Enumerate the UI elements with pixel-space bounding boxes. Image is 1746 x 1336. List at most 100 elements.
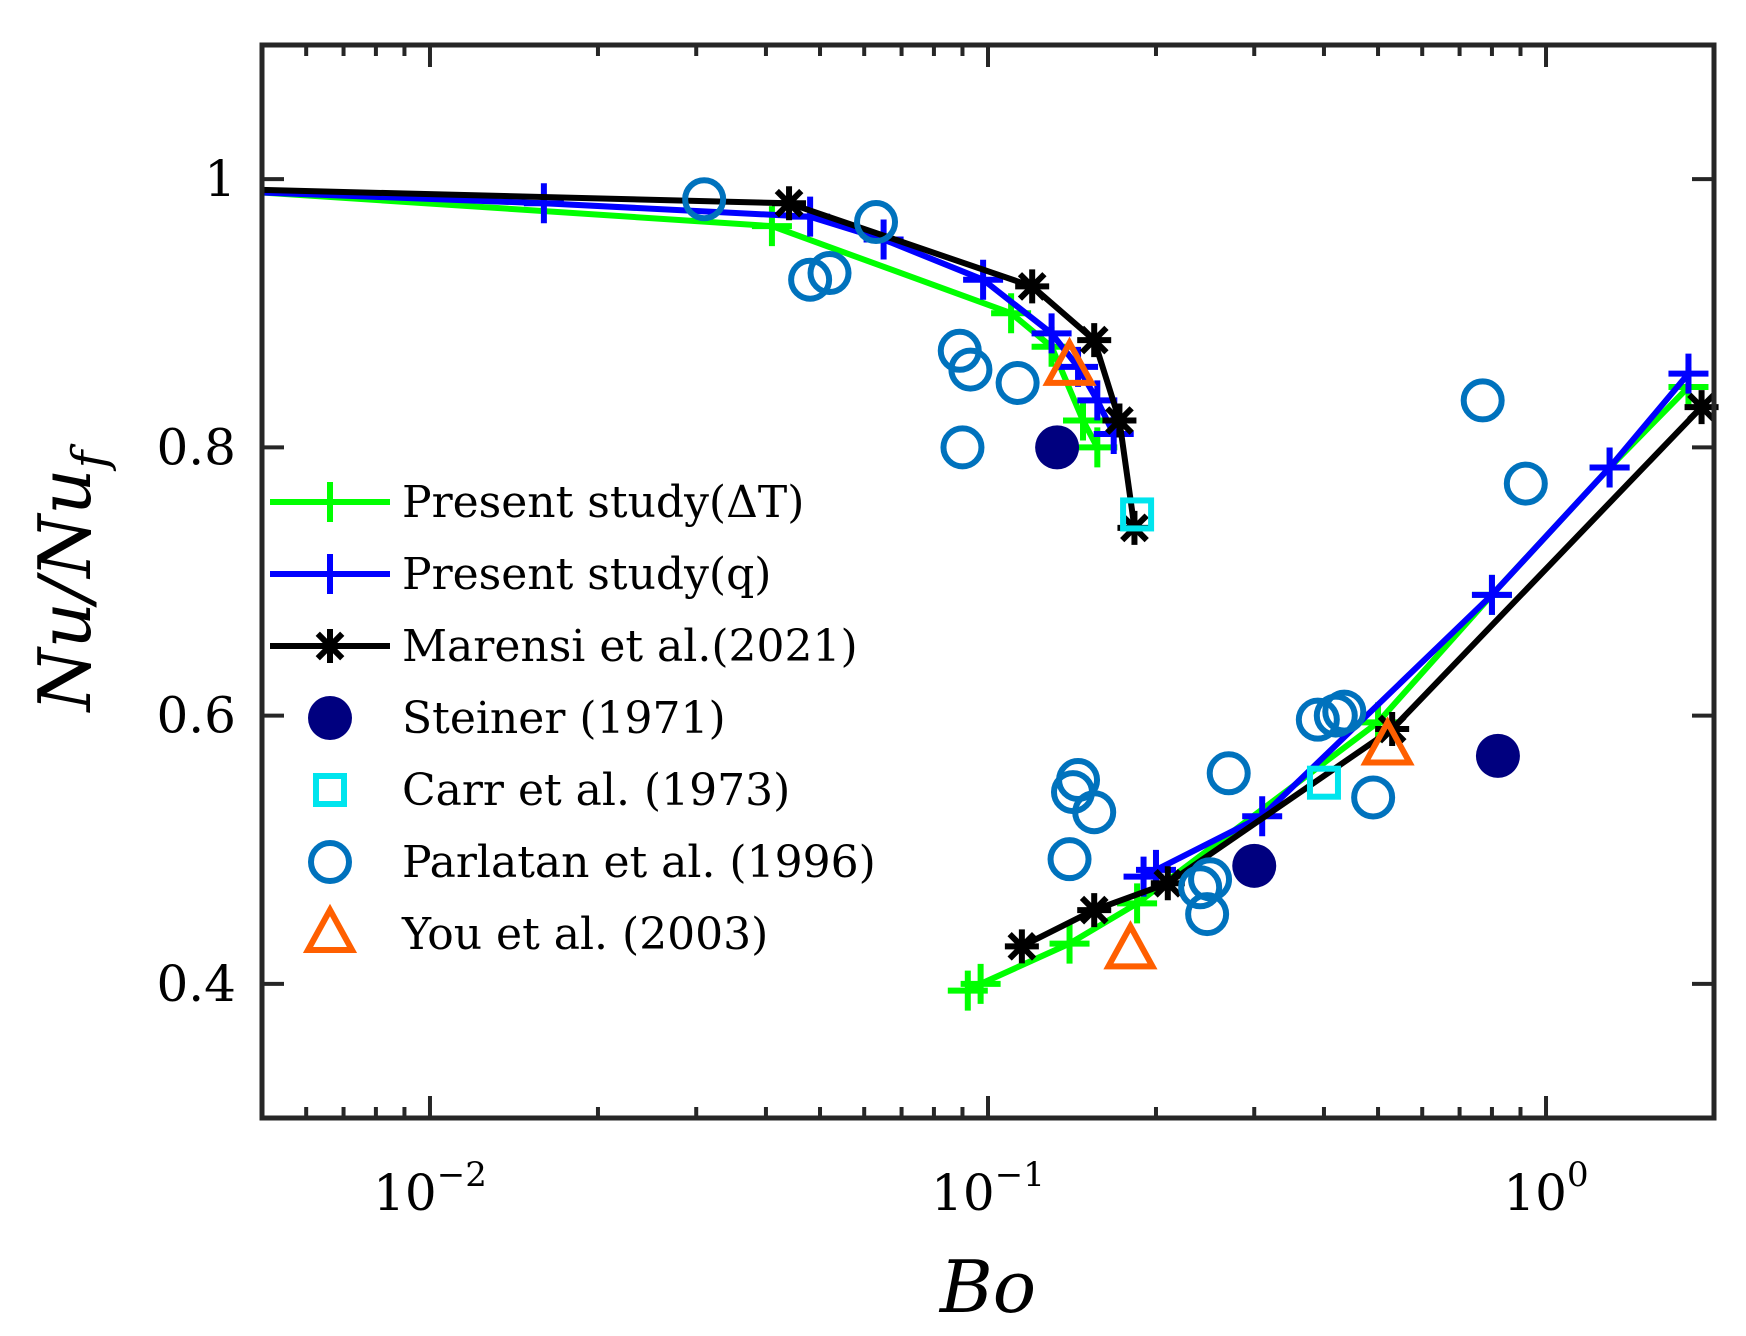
series-5-point-0-14-glyph xyxy=(1185,892,1230,937)
series-5-point-0-16-glyph xyxy=(1295,697,1340,742)
series-5-point-0-21-glyph xyxy=(1503,461,1548,506)
series-1-point-0-4-glyph xyxy=(963,259,1004,300)
series-6-point-0-0-glyph xyxy=(1042,336,1097,386)
series-1-point-0-4 xyxy=(963,259,1004,300)
series-6-point-0-1-glyph xyxy=(1103,920,1158,970)
plot-background xyxy=(262,45,1714,1118)
legend-marker-0-glyph xyxy=(310,482,350,522)
series-5-point-0-20 xyxy=(1460,378,1505,423)
series-0-point-1-1-glyph xyxy=(960,963,1001,1004)
series-1-point-1-4 xyxy=(1589,447,1630,488)
series-1-point-0-5 xyxy=(1031,313,1072,354)
y-tick-label-1: 0.6 xyxy=(156,687,236,745)
series-3-point-0-1-glyph xyxy=(1232,843,1277,888)
series-0-point-1-3 xyxy=(1117,883,1158,924)
series-6-point-0-1 xyxy=(1103,920,1158,970)
series-2-point-1-2-glyph xyxy=(1150,866,1185,901)
series-1-point-1-5 xyxy=(1668,353,1709,394)
series-2-point-0-3 xyxy=(1077,323,1112,358)
x-tick-label-exp-1: −1 xyxy=(995,1155,1045,1195)
legend-label-2: Marensi et al.(2021) xyxy=(402,621,858,672)
legend-marker-5 xyxy=(308,840,352,884)
x-tick-label-exp-2: 0 xyxy=(1567,1155,1589,1195)
series-3-point-0-2-glyph xyxy=(1475,733,1520,778)
series-0-point-1-2-glyph xyxy=(1049,923,1090,964)
series-5-point-0-6 xyxy=(940,425,985,470)
legend: Present study(ΔT) Present study(q) Marensi… xyxy=(270,477,876,960)
y-axis-title: Nu/Nuf xyxy=(23,443,118,713)
series-5-point-0-6-glyph xyxy=(940,425,985,470)
series-2-point-0-2 xyxy=(1015,269,1050,304)
series-5-point-0-2-glyph xyxy=(807,251,852,296)
series-6 xyxy=(1042,336,1415,970)
series-layer xyxy=(261,177,1719,1011)
series-2-line-0 xyxy=(261,186,1138,529)
series-5-point-0-5 xyxy=(948,347,993,392)
legend-marker-0 xyxy=(310,482,350,522)
series-2-point-0-1 xyxy=(772,186,807,221)
series-6-point-0-2 xyxy=(1360,716,1415,766)
series-1-point-1-5-glyph xyxy=(1668,353,1709,394)
series-2-point-1-0 xyxy=(1004,929,1039,964)
series-0-point-0-4-glyph xyxy=(1063,400,1104,441)
series-2-point-1-0-glyph xyxy=(1004,929,1039,964)
y-tick-label-2: 0.8 xyxy=(156,418,236,476)
series-1-point-1-3-glyph xyxy=(1471,574,1512,615)
series-2-point-1-2 xyxy=(1150,866,1185,901)
series-5-point-0-14 xyxy=(1185,892,1230,937)
legend-marker-1 xyxy=(310,554,350,594)
series-5-point-0-7 xyxy=(995,360,1040,405)
series-5-point-0-18-glyph xyxy=(1313,693,1358,738)
series-5-point-0-8 xyxy=(1047,837,1092,882)
legend-item-6: You et al. (2003) xyxy=(302,903,768,960)
series-3-point-0-0-glyph xyxy=(1035,425,1080,470)
legend-marker-5-glyph xyxy=(308,840,352,884)
series-5-point-0-11 xyxy=(1072,790,1117,835)
legend-item-1: Present study(q) xyxy=(270,549,771,600)
y-axis-title-main: Nu/Nu xyxy=(23,468,107,713)
series-2-point-0-3-glyph xyxy=(1077,323,1112,358)
series-2-point-1-4-glyph xyxy=(1684,390,1719,425)
legend-item-5: Parlatan et al. (1996) xyxy=(308,837,876,888)
series-0-point-1-1 xyxy=(960,963,1001,1004)
series-4-point-0-1-glyph xyxy=(1306,765,1341,800)
series-2-point-0-4-glyph xyxy=(1102,403,1137,438)
legend-item-0: Present study(ΔT) xyxy=(270,477,804,528)
x-tick-label-base-2: 10 xyxy=(1503,1164,1567,1222)
series-5-point-0-11-glyph xyxy=(1072,790,1117,835)
legend-label-0: Present study(ΔT) xyxy=(402,477,804,528)
series-5-point-0-0-glyph xyxy=(682,177,727,222)
series-6-point-0-2-glyph xyxy=(1360,716,1415,766)
series-5-point-0-7-glyph xyxy=(995,360,1040,405)
legend-item-3: Steiner (1971) xyxy=(308,693,726,744)
series-5-point-0-3-glyph xyxy=(854,200,899,245)
series-5-point-0-1 xyxy=(788,257,833,302)
series-5-point-0-19 xyxy=(1351,775,1396,820)
series-1-point-1-4-glyph xyxy=(1589,447,1630,488)
legend-marker-2 xyxy=(313,629,347,663)
series-4-point-0-0-glyph xyxy=(1120,497,1155,532)
series-2-point-0-2-glyph xyxy=(1015,269,1050,304)
series-4-point-0-1 xyxy=(1306,765,1341,800)
legend-marker-3 xyxy=(308,696,352,740)
series-0-point-1-3-glyph xyxy=(1117,883,1158,924)
series-5-point-0-20-glyph xyxy=(1460,378,1505,423)
x-tick-label-base-1: 10 xyxy=(931,1164,995,1222)
y-tick-label-3: 1 xyxy=(204,150,236,208)
series-5-point-0-5-glyph xyxy=(948,347,993,392)
x-tick-label-exp-0: −2 xyxy=(437,1155,487,1195)
series-0-point-0-4 xyxy=(1063,400,1104,441)
series-1-point-0-1 xyxy=(523,183,564,224)
series-5 xyxy=(682,177,1548,937)
legend-label-1: Present study(q) xyxy=(402,549,771,600)
series-5-point-0-1-glyph xyxy=(788,257,833,302)
series-5-point-0-12-glyph xyxy=(1178,865,1223,910)
series-2-point-0-4 xyxy=(1102,403,1137,438)
legend-marker-4-glyph xyxy=(313,773,347,807)
series-5-point-0-18 xyxy=(1313,693,1358,738)
y-tick-label-0: 0.4 xyxy=(156,955,236,1013)
series-5-point-0-3 xyxy=(854,200,899,245)
series-0-point-1-2 xyxy=(1049,923,1090,964)
x-axis-title: Bo xyxy=(938,1245,1036,1329)
